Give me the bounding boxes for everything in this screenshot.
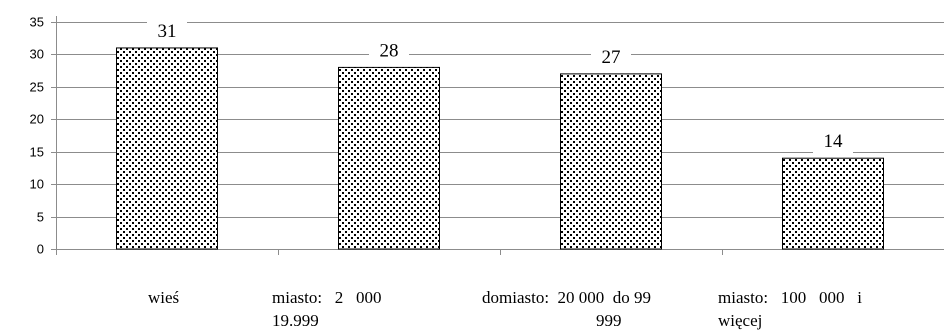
data-label: 14 — [824, 131, 844, 152]
category-label: wieś — [148, 288, 179, 307]
category-label: domiasto: 20 000 do 99 — [482, 288, 651, 307]
labels-layer: 31 28 27 14 wieś miasto: 2 000 19.999 domiasto:… — [147, 19, 862, 330]
bar — [116, 47, 218, 250]
y-tick-label: 30 — [30, 47, 44, 62]
data-label-backing — [591, 45, 631, 69]
bar — [338, 66, 440, 250]
data-label-backing — [813, 130, 853, 154]
data-label: 28 — [380, 40, 399, 61]
y-tick-label: 10 — [30, 177, 44, 192]
data-label-backing — [369, 39, 409, 63]
y-tick-label: 5 — [37, 210, 44, 225]
y-tick-label: 15 — [30, 145, 44, 160]
y-tick-label: 20 — [30, 112, 44, 127]
data-label: 27 — [602, 47, 621, 68]
data-label: 31 — [158, 21, 177, 42]
y-tick-label: 35 — [30, 15, 44, 30]
category-label: 19.999 — [272, 311, 319, 330]
category-label: miasto: 2 000 — [272, 288, 382, 307]
category-label: 999 — [596, 311, 622, 330]
y-tick-label: 25 — [30, 80, 44, 95]
bars-layer — [116, 47, 884, 250]
category-label: więcej — [718, 311, 762, 330]
bar — [560, 73, 662, 250]
y-tick-label: 0 — [37, 242, 44, 257]
bar — [782, 157, 884, 250]
category-label: miasto: 100 000 i — [718, 288, 862, 307]
data-label-backing — [147, 19, 187, 43]
